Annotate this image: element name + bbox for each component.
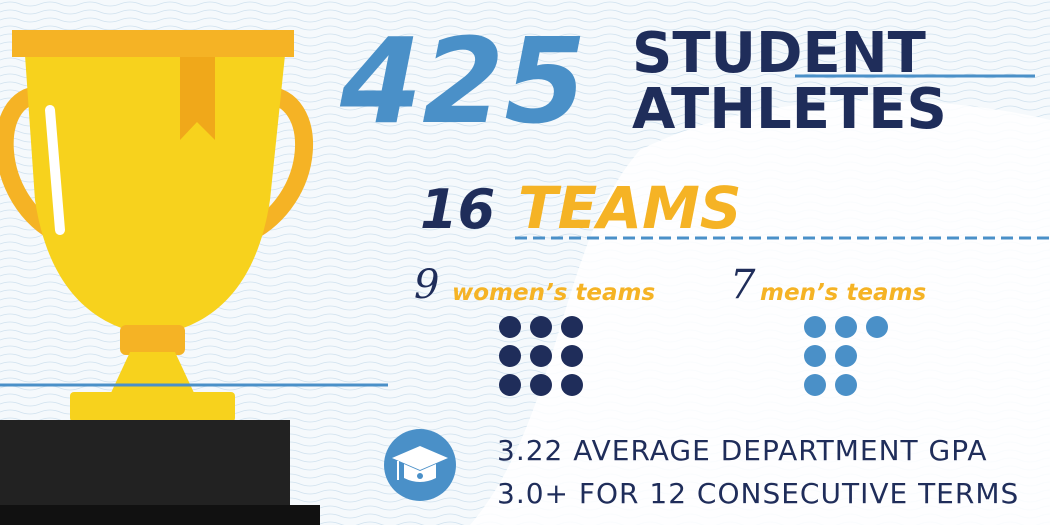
teams-label: TEAMS <box>518 174 742 242</box>
team-dot <box>804 316 826 338</box>
team-dot <box>835 345 857 367</box>
team-dot <box>499 374 521 396</box>
grad-icon <box>384 429 456 501</box>
men-label: men’s teams <box>760 280 926 306</box>
teams-number: 16 <box>420 178 495 241</box>
women-label: women’s teams <box>452 280 655 306</box>
team-dot <box>561 345 583 367</box>
team-dot <box>835 316 857 338</box>
team-dot <box>530 316 552 338</box>
team-dot <box>530 374 552 396</box>
men-count: 7 <box>730 262 756 308</box>
stat: 3.22 AVERAGE DEPARTMENT GPA <box>497 434 988 467</box>
team-dot <box>866 316 888 338</box>
team-dot <box>561 316 583 338</box>
team-dot <box>499 345 521 367</box>
team-dot <box>804 374 826 396</box>
team-dot <box>530 345 552 367</box>
team-dot <box>499 316 521 338</box>
headline-line2: ATHLETES <box>632 77 947 142</box>
headline-number: 425 <box>339 12 586 150</box>
trophy <box>0 30 320 525</box>
team-dot <box>835 374 857 396</box>
women-count: 9 <box>414 262 439 308</box>
background-shape <box>470 100 1050 525</box>
stat: 3.0+ FOR 12 CONSECUTIVE TERMS <box>497 477 1019 510</box>
team-dot <box>804 345 826 367</box>
team-dot <box>561 374 583 396</box>
